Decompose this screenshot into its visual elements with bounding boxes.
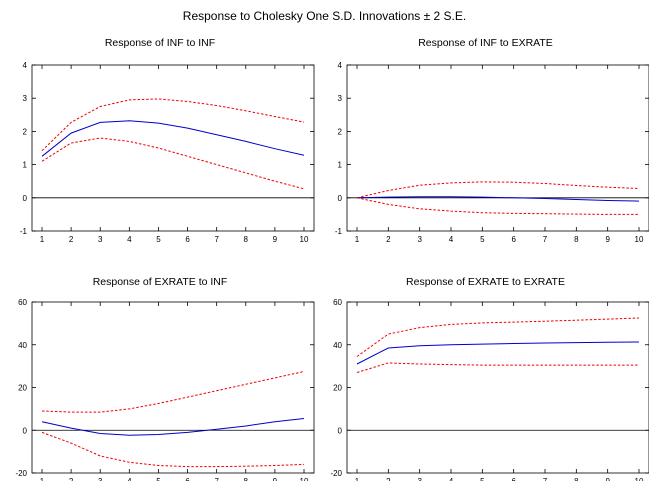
x-tick-label: 9 <box>605 235 610 244</box>
x-tick-label: 2 <box>69 235 74 244</box>
panel-title: Response of INF to EXRATE <box>418 37 553 49</box>
plot-frame <box>31 301 315 474</box>
y-tick-label: 0 <box>338 426 343 435</box>
y-tick-label: 0 <box>23 194 28 203</box>
band-lower-line <box>41 431 305 468</box>
panel-title: Response of EXRATE to EXRATE <box>406 276 565 288</box>
x-tick-label: 5 <box>480 235 485 244</box>
plot-frame <box>346 64 649 232</box>
y-tick-label: -20 <box>330 469 342 478</box>
band-lower-line <box>356 197 639 215</box>
y-tick-label: 3 <box>23 94 28 103</box>
x-tick-label: 8 <box>574 477 579 481</box>
x-tick-label: 4 <box>127 477 132 481</box>
x-tick-label: 7 <box>214 235 219 244</box>
response-line <box>356 196 640 202</box>
plot-frame <box>31 64 315 232</box>
response-line <box>41 120 305 157</box>
y-tick-label: 60 <box>333 298 342 307</box>
x-tick-label: 3 <box>98 235 103 244</box>
panel-exrate-to-inf: -20 0 20 40 60 1 2 3 4 5 6 7 8 9 10 Response of EXRATE… <box>0 272 320 481</box>
band-upper-line <box>356 317 640 357</box>
x-tick-label: 5 <box>156 235 161 244</box>
x-tick-label: 8 <box>244 235 249 244</box>
x-tick-label: 8 <box>574 235 579 244</box>
x-tick-label: 8 <box>244 477 249 481</box>
y-tick-label: 20 <box>18 384 27 393</box>
x-tick-label: 9 <box>605 477 610 481</box>
y-tick-label: 20 <box>333 384 342 393</box>
y-tick-label: -1 <box>335 227 343 236</box>
y-tick-label: -1 <box>20 227 28 236</box>
band-lower-line <box>41 137 305 190</box>
x-tick-label: 5 <box>156 477 161 481</box>
panel-inf-to-exrate: -1 0 1 2 3 4 1 2 3 4 5 6 7 8 9 10 Response of INF to EX… <box>322 34 649 244</box>
y-tick-label: 1 <box>23 161 28 170</box>
y-tick-label: -20 <box>15 469 27 478</box>
x-tick-label: 4 <box>449 235 454 244</box>
x-tick-label: 7 <box>214 477 219 481</box>
x-tick-label: 6 <box>511 235 516 244</box>
y-tick-label: 3 <box>338 94 343 103</box>
band-lower-line <box>356 362 639 373</box>
x-tick-label: 3 <box>417 477 422 481</box>
y-tick-label: 0 <box>23 426 28 435</box>
x-tick-label: 1 <box>40 235 45 244</box>
x-tick-label: 7 <box>543 477 548 481</box>
y-tick-label: 40 <box>18 341 27 350</box>
x-tick-label: 6 <box>511 477 516 481</box>
x-tick-label: 10 <box>635 477 644 481</box>
x-tick-label: 1 <box>355 235 360 244</box>
y-tick-label: 2 <box>23 127 28 136</box>
x-tick-label: 9 <box>273 477 278 481</box>
y-tick-label: 2 <box>338 127 343 136</box>
x-tick-label: 4 <box>127 235 132 244</box>
x-tick-label: 6 <box>185 477 190 481</box>
panel-exrate-to-exrate: -20 0 20 40 60 1 2 3 4 5 6 7 8 9 10 Response of EXRATE… <box>322 272 649 481</box>
x-tick-label: 10 <box>635 235 644 244</box>
panel-title: Response of EXRATE to INF <box>92 276 228 288</box>
plot-area: -1 0 1 2 3 4 1 2 3 4 5 6 7 8 9 10 <box>335 61 649 244</box>
x-tick-label: 5 <box>480 477 485 481</box>
response-line <box>356 341 640 365</box>
x-tick-label: 2 <box>386 477 391 481</box>
plot-frame <box>346 301 649 474</box>
x-tick-label: 10 <box>300 477 309 481</box>
x-tick-label: 2 <box>386 235 391 244</box>
y-tick-label: 60 <box>18 298 27 307</box>
plot-area: -1 0 1 2 3 4 1 2 3 4 5 6 7 8 9 10 <box>20 61 315 244</box>
y-tick-label: 4 <box>23 61 28 70</box>
band-upper-line <box>41 371 305 413</box>
x-tick-label: 2 <box>69 477 74 481</box>
x-tick-label: 1 <box>355 477 360 481</box>
y-tick-label: 4 <box>338 61 343 70</box>
x-tick-label: 3 <box>417 235 422 244</box>
plot-area: -20 0 20 40 60 1 2 3 4 5 6 7 8 9 10 <box>330 298 649 481</box>
x-tick-label: 9 <box>273 235 278 244</box>
x-tick-label: 4 <box>449 477 454 481</box>
y-tick-label: 0 <box>338 194 343 203</box>
y-tick-label: 1 <box>338 161 343 170</box>
panel-inf-to-inf: -1 0 1 2 3 4 1 2 3 4 5 6 7 8 9 10 Response of INF to IN… <box>0 34 320 244</box>
plot-area: -20 0 20 40 60 1 2 3 4 5 6 7 8 9 10 <box>15 298 315 481</box>
x-tick-label: 7 <box>543 235 548 244</box>
x-tick-label: 10 <box>300 235 309 244</box>
x-tick-label: 6 <box>185 235 190 244</box>
band-upper-line <box>41 98 305 152</box>
figure-title: Response to Cholesky One S.D. Innovation… <box>182 9 467 23</box>
response-line <box>41 418 305 436</box>
x-tick-label: 3 <box>98 477 103 481</box>
y-tick-label: 40 <box>333 341 342 350</box>
x-tick-label: 1 <box>40 477 45 481</box>
panel-title: Response of INF to INF <box>104 37 216 49</box>
band-upper-line <box>356 181 640 199</box>
